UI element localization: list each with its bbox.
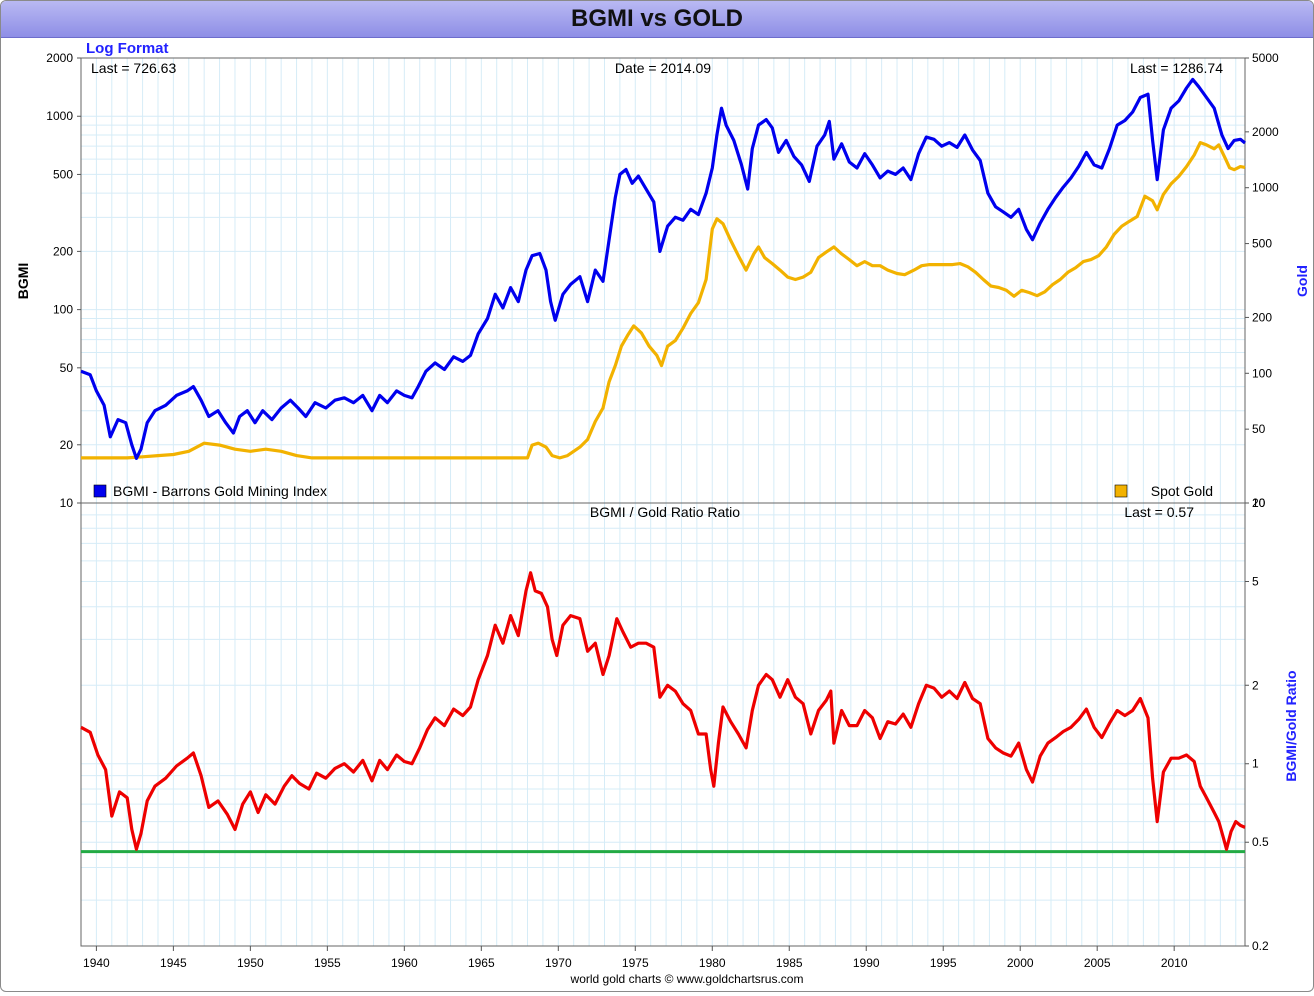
x-axis-tick-label: 1995	[930, 956, 957, 970]
bgmi-legend-label: BGMI - Barrons Gold Mining Index	[113, 483, 327, 499]
gold-axis-tick-label: 50	[1252, 422, 1266, 436]
gold-axis-title: Gold	[1294, 265, 1310, 297]
gold-axis-tick-label: 200	[1252, 310, 1272, 324]
x-axis-tick-label: 1975	[622, 956, 649, 970]
bgmi-axis-tick-label: 200	[53, 244, 73, 258]
series-layer	[80, 77, 1247, 854]
top-left-last: Last = 726.63	[91, 60, 176, 76]
ratio-axis-tick-label: 2	[1252, 678, 1259, 692]
credit-footer: world gold charts © www.goldchartsrus.co…	[570, 972, 804, 986]
x-axis-tick-label: 2000	[1007, 956, 1034, 970]
gold-axis-tick-label: 100	[1252, 366, 1272, 380]
bgmi-line	[80, 77, 1247, 460]
x-axis-tick-label: 1945	[160, 956, 187, 970]
bgmi-axis-tick-label: 50	[60, 361, 74, 375]
x-axis-tick-label: 1970	[545, 956, 572, 970]
grid-layer	[81, 57, 1245, 947]
ratio-axis-tick-label: 0.2	[1252, 939, 1269, 953]
bgmi-axis-tick-label: 500	[53, 167, 73, 181]
x-axis-tick-label: 1960	[391, 956, 418, 970]
x-axis-tick-label: 1990	[853, 956, 880, 970]
x-axis-tick-label: 1980	[699, 956, 726, 970]
bgmi-legend-swatch	[93, 484, 107, 498]
axis-layer: 1020501002005001000200020501002005001000…	[46, 51, 1279, 970]
gold-legend-label: Spot Gold	[1151, 483, 1213, 499]
top-date: Date = 2014.09	[615, 60, 711, 76]
x-axis-tick-label: 1965	[468, 956, 495, 970]
x-axis-tick-label: 1985	[776, 956, 803, 970]
bgmi-axis-tick-label: 2000	[46, 51, 73, 65]
ratio-line	[80, 571, 1246, 851]
ratio-panel-title: BGMI / Gold Ratio Ratio	[590, 504, 740, 520]
x-axis-tick-label: 1955	[314, 956, 341, 970]
spot-gold-line	[81, 141, 1246, 460]
title-bar: BGMI vs GOLD	[1, 1, 1313, 38]
ratio-axis-tick-label: 0.5	[1252, 835, 1269, 849]
bgmi-axis-tick-label: 100	[53, 303, 73, 317]
x-axis-tick-label: 1950	[237, 956, 264, 970]
x-axis-tick-label: 1940	[83, 956, 110, 970]
gold-legend-swatch	[1114, 484, 1128, 498]
ratio-axis-tick-label: 5	[1252, 574, 1259, 588]
top-right-last: Last = 1286.74	[1130, 60, 1223, 76]
gold-axis-tick-label: 2000	[1252, 125, 1279, 139]
bgmi-axis-tick-label: 1000	[46, 109, 73, 123]
bgmi-axis-title: BGMI	[15, 263, 31, 300]
gold-axis-tick-label: 20	[1252, 496, 1266, 510]
x-axis-tick-label: 2010	[1161, 956, 1188, 970]
scale-label: Log Format	[86, 40, 169, 57]
ratio-axis-tick-label: 1	[1252, 757, 1259, 771]
chart-title: BGMI vs GOLD	[570, 5, 744, 32]
plot-border	[80, 57, 1246, 947]
bgmi-axis-tick-label: 20	[60, 438, 74, 452]
ratio-last: Last = 0.57	[1124, 504, 1194, 520]
bgmi-axis-tick-label: 10	[60, 496, 74, 510]
x-axis-tick-label: 2005	[1084, 956, 1111, 970]
ratio-axis-tick-label: 10	[1252, 496, 1266, 510]
gold-axis-tick-label: 5000	[1252, 51, 1279, 65]
ratio-axis-title: BGMI/Gold Ratio	[1283, 670, 1299, 781]
gold-axis-tick-label: 500	[1252, 237, 1272, 251]
gold-axis-tick-label: 1000	[1252, 181, 1279, 195]
